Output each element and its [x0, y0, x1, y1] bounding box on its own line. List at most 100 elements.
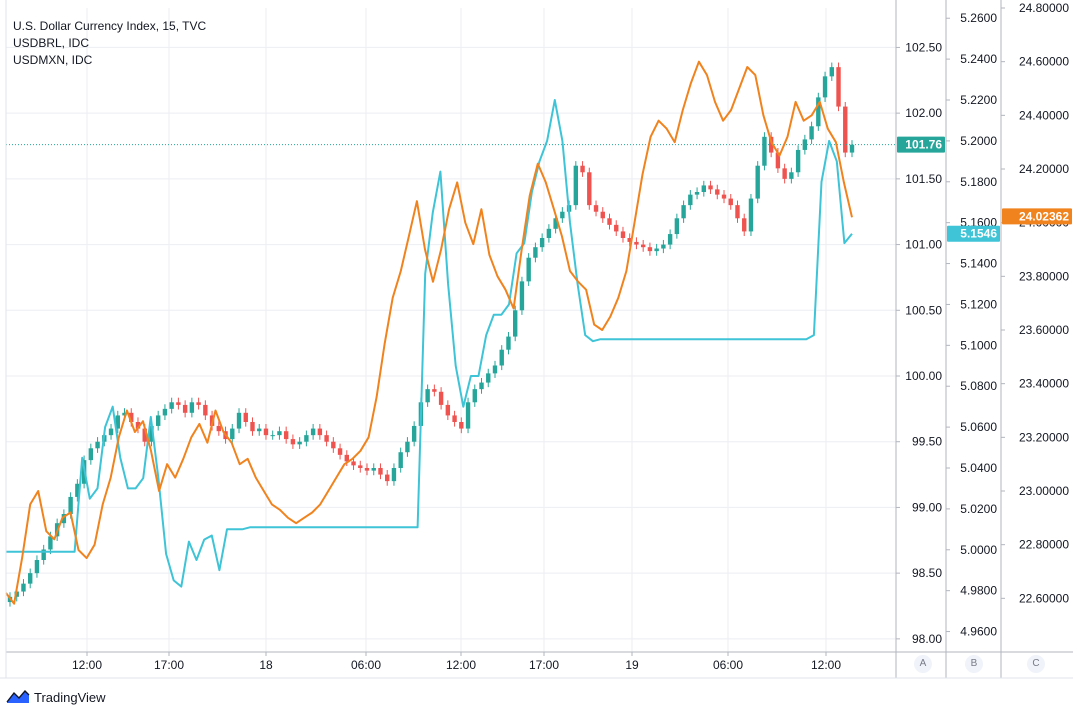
usdmxn-tick-label: 24.60000	[1019, 55, 1069, 69]
candle-body	[715, 189, 720, 195]
candle-body	[742, 218, 747, 232]
usdbrl-tick-label: 5.0000	[960, 543, 997, 557]
candle-body	[270, 435, 275, 437]
candle-body	[324, 435, 329, 442]
candle-body	[135, 422, 141, 429]
usdmxn-tick-label: 23.20000	[1019, 430, 1069, 444]
candle-body	[34, 560, 40, 574]
usdbrl-tick-label: 5.1400	[960, 257, 997, 271]
legend-primary[interactable]: U.S. Dollar Currency Index, 15, TVC	[13, 19, 207, 33]
candle-body	[176, 402, 181, 405]
usdbrl-tick-label: 5.0600	[960, 420, 997, 434]
candle-body	[546, 228, 552, 238]
candle-body	[445, 404, 451, 416]
dxy-last-badge	[897, 136, 945, 153]
candle-body	[533, 247, 538, 258]
price-axes: 102.50 102.00 101.50 101.00 100.50 100.00 99.5…	[0, 0, 1073, 679]
candle-body	[88, 448, 94, 461]
candle-body	[129, 412, 134, 422]
candle-body	[465, 402, 471, 429]
candle-body	[344, 454, 349, 462]
candle-body	[553, 218, 558, 229]
candle-body	[331, 441, 336, 449]
candle-body	[472, 389, 477, 403]
candle-body	[580, 165, 585, 173]
axis-button-c[interactable]: C	[1027, 655, 1045, 673]
candle-body	[378, 468, 383, 475]
candle-body	[499, 349, 504, 366]
dxy-tick-label: 99.50	[912, 435, 942, 449]
candle-body	[68, 496, 73, 514]
candle-body	[391, 468, 397, 482]
tradingview-logo[interactable]: TradingView	[6, 688, 106, 706]
x-tick-label: 18	[259, 658, 273, 672]
candle-body	[721, 194, 727, 199]
candle-body	[250, 422, 255, 432]
candle-body	[694, 192, 700, 195]
usdmxn-tick-label: 23.40000	[1019, 377, 1069, 391]
candle-body	[425, 389, 430, 403]
candle-body	[822, 76, 828, 98]
plot-background	[0, 0, 1073, 652]
chart-legend: U.S. Dollar Currency Index, 15, TVC USDB…	[13, 18, 206, 69]
candle-body	[748, 198, 754, 232]
usdbrl-last-badge	[947, 225, 1000, 242]
usdmxn-tick-label: 23.00000	[1019, 484, 1069, 498]
legend-usdmxn[interactable]: USDMXN, IDC	[13, 53, 93, 67]
candle-body	[122, 412, 127, 416]
candle-body	[789, 172, 794, 179]
candle-body	[310, 428, 316, 436]
candle-body	[405, 441, 410, 453]
candle-body	[48, 536, 53, 550]
candle-body	[169, 402, 174, 409]
candle-body	[506, 336, 511, 350]
candle-body	[782, 168, 787, 179]
usdbrl-tick-label: 5.2600	[960, 11, 997, 25]
usdbrl-line	[6, 99, 853, 588]
usdbrl-tick-label: 5.1200	[960, 297, 997, 311]
candle-body	[371, 468, 376, 471]
candle-body	[432, 389, 437, 392]
usdbrl-tick-label: 5.2000	[960, 134, 997, 148]
dxy-tick-label: 101.00	[905, 238, 942, 252]
candle-body	[277, 431, 282, 436]
candle-body	[587, 172, 592, 206]
candle-body	[257, 428, 262, 432]
dxy-last-badge-label: 101.76	[905, 138, 942, 152]
candle-body	[317, 428, 323, 436]
candle-body	[674, 218, 680, 235]
legend-usdbrl[interactable]: USDBRL, IDC	[13, 36, 90, 50]
dxy-tick-label: 99.00	[912, 500, 942, 514]
x-tick-label: 12:00	[811, 658, 841, 672]
candle-body	[182, 404, 188, 413]
candle-body	[701, 185, 707, 192]
axis-button-a[interactable]: A	[914, 655, 932, 673]
candle-body	[75, 483, 80, 497]
candle-body	[775, 152, 781, 169]
usdmxn-tick-label: 22.60000	[1019, 591, 1069, 605]
usdbrl-tick-label: 4.9800	[960, 584, 997, 598]
candle-body	[385, 474, 390, 482]
axis-button-b[interactable]: B	[965, 655, 983, 673]
dxy-tick-label: 98.00	[912, 632, 942, 646]
usdmxn-tick-label: 24.20000	[1019, 162, 1069, 176]
candle-body	[539, 238, 545, 248]
usdmxn-path	[5, 60, 853, 605]
dxy-tick-label: 100.50	[905, 303, 942, 317]
candle-body	[162, 408, 168, 416]
candle-body	[230, 428, 235, 440]
time-axis: 12:00 17:00 18 06:00 12:00 17:00 19 06:00 12:00	[72, 652, 841, 672]
dxy-tick-label: 100.00	[905, 369, 942, 383]
candle-body	[41, 549, 46, 560]
x-tick-label: 06:00	[351, 658, 381, 672]
last-value-badges: 101.76 5.1546 24.02362	[897, 136, 1072, 242]
candle-body	[304, 435, 309, 442]
usdmxn-tick-label: 22.80000	[1019, 538, 1069, 552]
chart-grid	[0, 0, 1073, 652]
candle-body	[849, 144, 855, 153]
candle-body	[708, 185, 713, 190]
candle-body	[829, 67, 834, 77]
candle-body	[735, 205, 740, 219]
candle-body	[358, 465, 363, 468]
